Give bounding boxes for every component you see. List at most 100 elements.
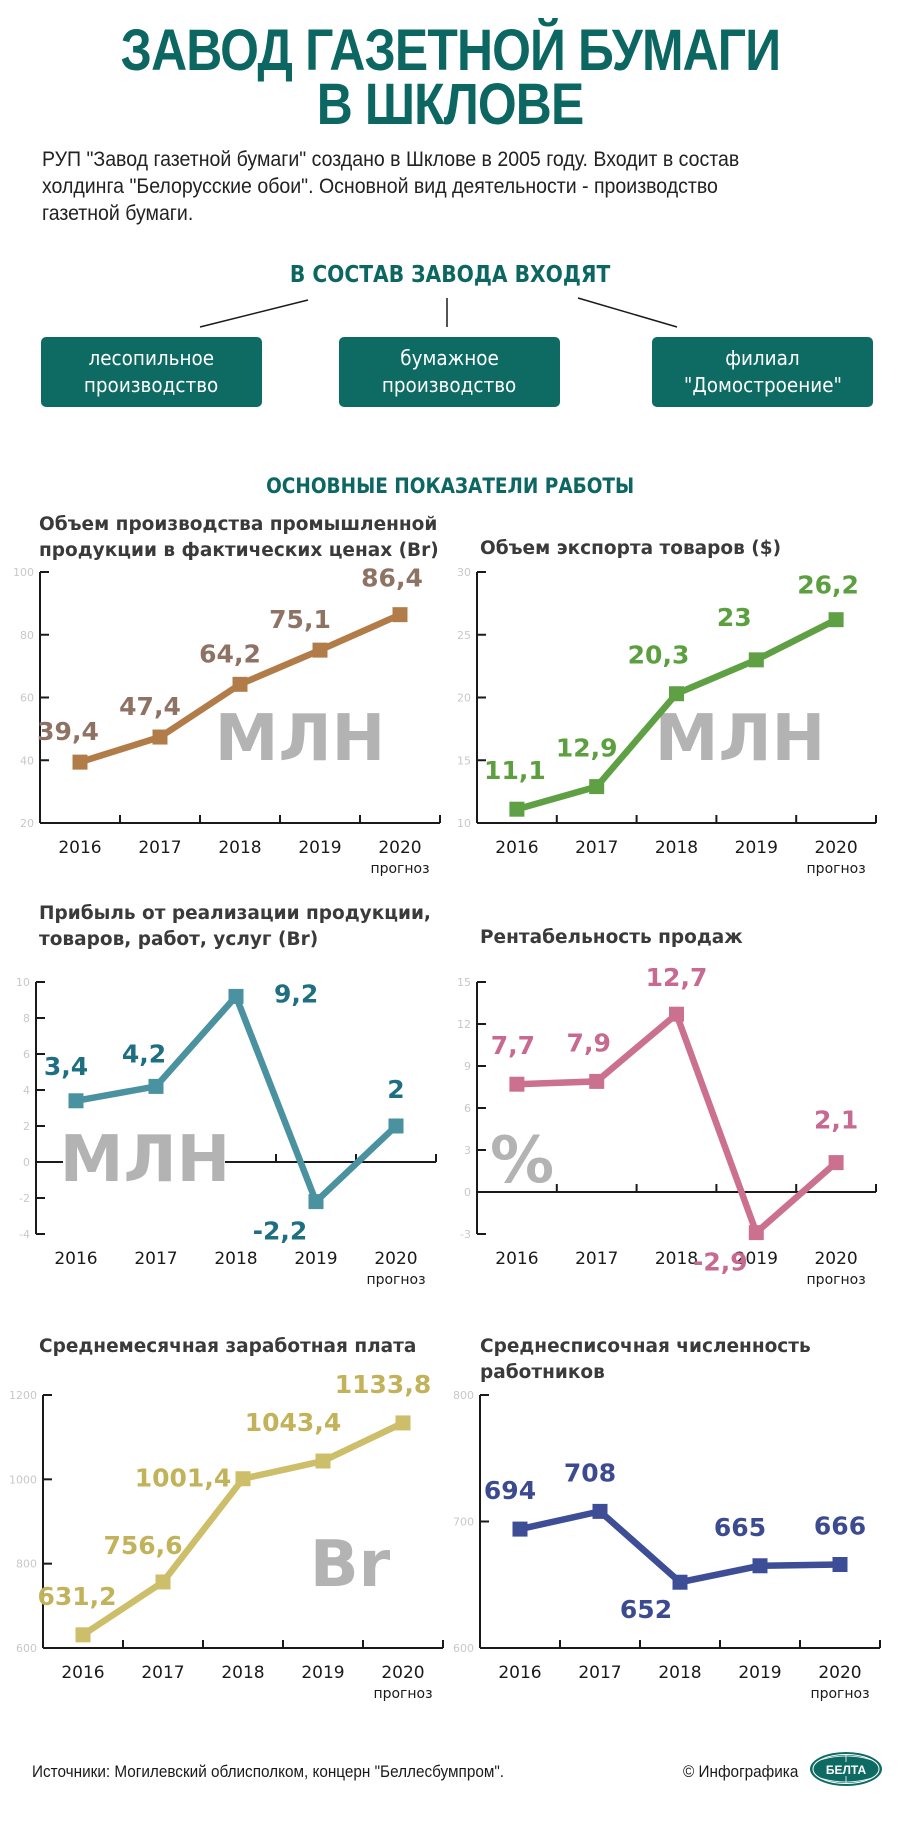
chart-profit-data-point bbox=[388, 1118, 404, 1134]
unit-label: производство bbox=[84, 373, 219, 397]
chart-rentability-y-tick-label: 9 bbox=[464, 1060, 471, 1073]
intro-text: РУП "Завод газетной бумаги" создано в Шк… bbox=[42, 146, 872, 227]
chart-title-profit: Прибыль от реализации продукции, товаров,… bbox=[39, 903, 431, 950]
chart-staff-x-tick-label: 2017 bbox=[578, 1663, 621, 1683]
chart-staff-data-label: 665 bbox=[714, 1513, 766, 1542]
chart-rentability-data-label: 7,7 bbox=[491, 1031, 535, 1060]
chart-production-x-tick-label: 2020 bbox=[378, 838, 421, 858]
chart-export-x-tick-label: 2019 bbox=[735, 838, 778, 858]
chart-salary-x-tick-label: 2017 bbox=[141, 1663, 184, 1683]
connector-line-right bbox=[577, 297, 678, 328]
chart-export-unit-watermark: МЛН bbox=[655, 702, 825, 776]
chart-production-data-label: 47,4 bbox=[119, 692, 181, 721]
chart-staff-data-point bbox=[592, 1503, 608, 1519]
chart-export-data-label: 12,9 bbox=[556, 734, 618, 763]
chart-production-x-tick-note: прогноз bbox=[370, 861, 429, 877]
chart-production-x-tick-label: 2019 bbox=[298, 838, 341, 858]
indicators-title: ОСНОВНЫЕ ПОКАЗАТЕЛИ РАБОТЫ bbox=[265, 474, 635, 498]
unit-label: производство bbox=[382, 373, 517, 397]
chart-production-unit-watermark: МЛН bbox=[215, 702, 385, 776]
chart-rentability-y-tick-label: -3 bbox=[460, 1228, 471, 1241]
chart-rentability-data-label: 2,1 bbox=[814, 1106, 858, 1135]
chart-staff-data-label: 652 bbox=[620, 1595, 672, 1624]
chart-staff-data-label: 708 bbox=[564, 1458, 616, 1487]
unit-label: лесопильное bbox=[88, 346, 215, 370]
chart-salary-x-tick-label: 2020 bbox=[381, 1663, 424, 1683]
chart-title-staff: Среднесписочная численность работников bbox=[480, 1336, 811, 1383]
chart-export-data-point bbox=[828, 612, 844, 628]
sources-text: Источники: Могилевский облисполком, конц… bbox=[32, 1762, 505, 1781]
chart-profit-watermark-bg bbox=[67, 1131, 223, 1189]
chart-production-data-label: 86,4 bbox=[361, 564, 423, 593]
chart-salary-data-label: 756,6 bbox=[103, 1531, 182, 1560]
chart-production-y-tick-label: 100 bbox=[13, 566, 34, 579]
chart-salary-x-tick-note: прогноз bbox=[373, 1686, 432, 1702]
intro-line: холдинга "Белорусские обои". Основной ви… bbox=[42, 175, 718, 198]
chart-title-salary: Среднемесячная заработная плата bbox=[39, 1336, 417, 1357]
intro-line: газетной бумаги. bbox=[42, 202, 194, 225]
chart-production-x-tick-label: 2018 bbox=[218, 838, 261, 858]
chart-export-y-tick-label: 25 bbox=[457, 629, 471, 642]
chart-rentability-x-tick-note: прогноз bbox=[807, 1272, 866, 1288]
structure-connectors bbox=[199, 297, 678, 328]
chart-rentability-data-point bbox=[828, 1155, 844, 1171]
chart-production-y-tick-label: 80 bbox=[20, 629, 34, 642]
intro-line: РУП "Завод газетной бумаги" создано в Шк… bbox=[42, 148, 740, 171]
chart-profit-x-tick-label: 2016 bbox=[54, 1249, 97, 1269]
chart-title-rentability: Рентабельность продаж bbox=[480, 927, 743, 948]
unit-box-sawmill: лесопильное производство bbox=[41, 337, 262, 407]
chart-rentability-data-label: 12,7 bbox=[646, 963, 708, 992]
chart-staff-x-tick-label: 2018 bbox=[658, 1663, 701, 1683]
main-title-line-2: В ШКЛОВЕ bbox=[316, 72, 585, 137]
chart-rentability-data-point bbox=[589, 1073, 605, 1089]
chart-rentability-data-point bbox=[669, 1006, 684, 1022]
chart-profit-y-tick-label: 2 bbox=[23, 1120, 30, 1133]
chart-profit-y-tick-label: -4 bbox=[19, 1228, 30, 1241]
main-title-line-1: ЗАВОД ГАЗЕТНОЙ БУМАГИ bbox=[120, 18, 780, 83]
chart-rentability-y-tick-label: 12 bbox=[457, 1018, 471, 1031]
chart-export-x-tick-label: 2018 bbox=[655, 838, 698, 858]
chart-profit-y-tick-label: -2 bbox=[19, 1192, 30, 1205]
chart-profit-y-tick-label: 0 bbox=[23, 1156, 30, 1169]
chart-production-data-point bbox=[72, 754, 88, 770]
chart-production-data-point bbox=[232, 676, 248, 692]
chart-staff-data-point bbox=[752, 1558, 768, 1574]
chart-salary-data-label: 1001,4 bbox=[135, 1464, 231, 1493]
chart-profit-data-point bbox=[68, 1093, 84, 1109]
chart-rentability-data-point bbox=[509, 1076, 525, 1092]
chart-staff-data-point bbox=[512, 1521, 528, 1537]
chart-salary-x-tick-label: 2018 bbox=[221, 1663, 264, 1683]
chart-export-data-label: 11,1 bbox=[484, 756, 546, 785]
chart-staff-x-tick-note: прогноз bbox=[810, 1686, 869, 1702]
chart-profit-y-tick-label: 10 bbox=[16, 976, 30, 989]
belta-logo-text: БЕЛТА bbox=[826, 1763, 867, 1777]
chart-profit-data-label: -2,2 bbox=[253, 1217, 308, 1246]
chart-production-data-label: 75,1 bbox=[269, 605, 331, 634]
chart-profit-x-tick-label: 2017 bbox=[134, 1249, 177, 1269]
chart-profit-y-tick-label: 6 bbox=[23, 1048, 30, 1061]
chart-rentability-x-tick-label: 2019 bbox=[735, 1249, 778, 1269]
chart-staff-x-tick-label: 2020 bbox=[818, 1663, 861, 1683]
chart-rentability-y-tick-label: 6 bbox=[464, 1102, 471, 1115]
chart-export-y-tick-label: 15 bbox=[457, 754, 471, 767]
chart-rentability-x-tick-label: 2016 bbox=[495, 1249, 538, 1269]
connector-line-left bbox=[199, 299, 309, 328]
chart-profit-x-tick-note: прогноз bbox=[366, 1272, 425, 1288]
chart-production-x-tick-label: 2017 bbox=[138, 838, 181, 858]
chart-rentability-data-label: 7,9 bbox=[567, 1028, 611, 1057]
chart-rentability-data-label: -2,9 bbox=[693, 1248, 748, 1277]
chart-export-y-tick-label: 10 bbox=[457, 817, 471, 830]
chart-title-production: Объем производства промышленной продукции… bbox=[39, 514, 439, 561]
chart-salary-y-tick-label: 1200 bbox=[9, 1389, 37, 1402]
chart-salary-data-point bbox=[235, 1471, 251, 1487]
chart-profit-x-tick-label: 2019 bbox=[294, 1249, 337, 1269]
chart-salary-data-point bbox=[395, 1415, 411, 1431]
chart-rentability-y-tick-label: 3 bbox=[464, 1144, 471, 1157]
chart-production-data-point bbox=[312, 642, 328, 658]
chart-salary-data-point bbox=[75, 1627, 91, 1643]
chart-profit-unit-watermark: МЛН bbox=[60, 1123, 230, 1197]
chart-export-data-point bbox=[748, 652, 764, 668]
chart-profit-data-point bbox=[308, 1194, 324, 1210]
chart-staff-y-tick-label: 600 bbox=[453, 1642, 474, 1655]
